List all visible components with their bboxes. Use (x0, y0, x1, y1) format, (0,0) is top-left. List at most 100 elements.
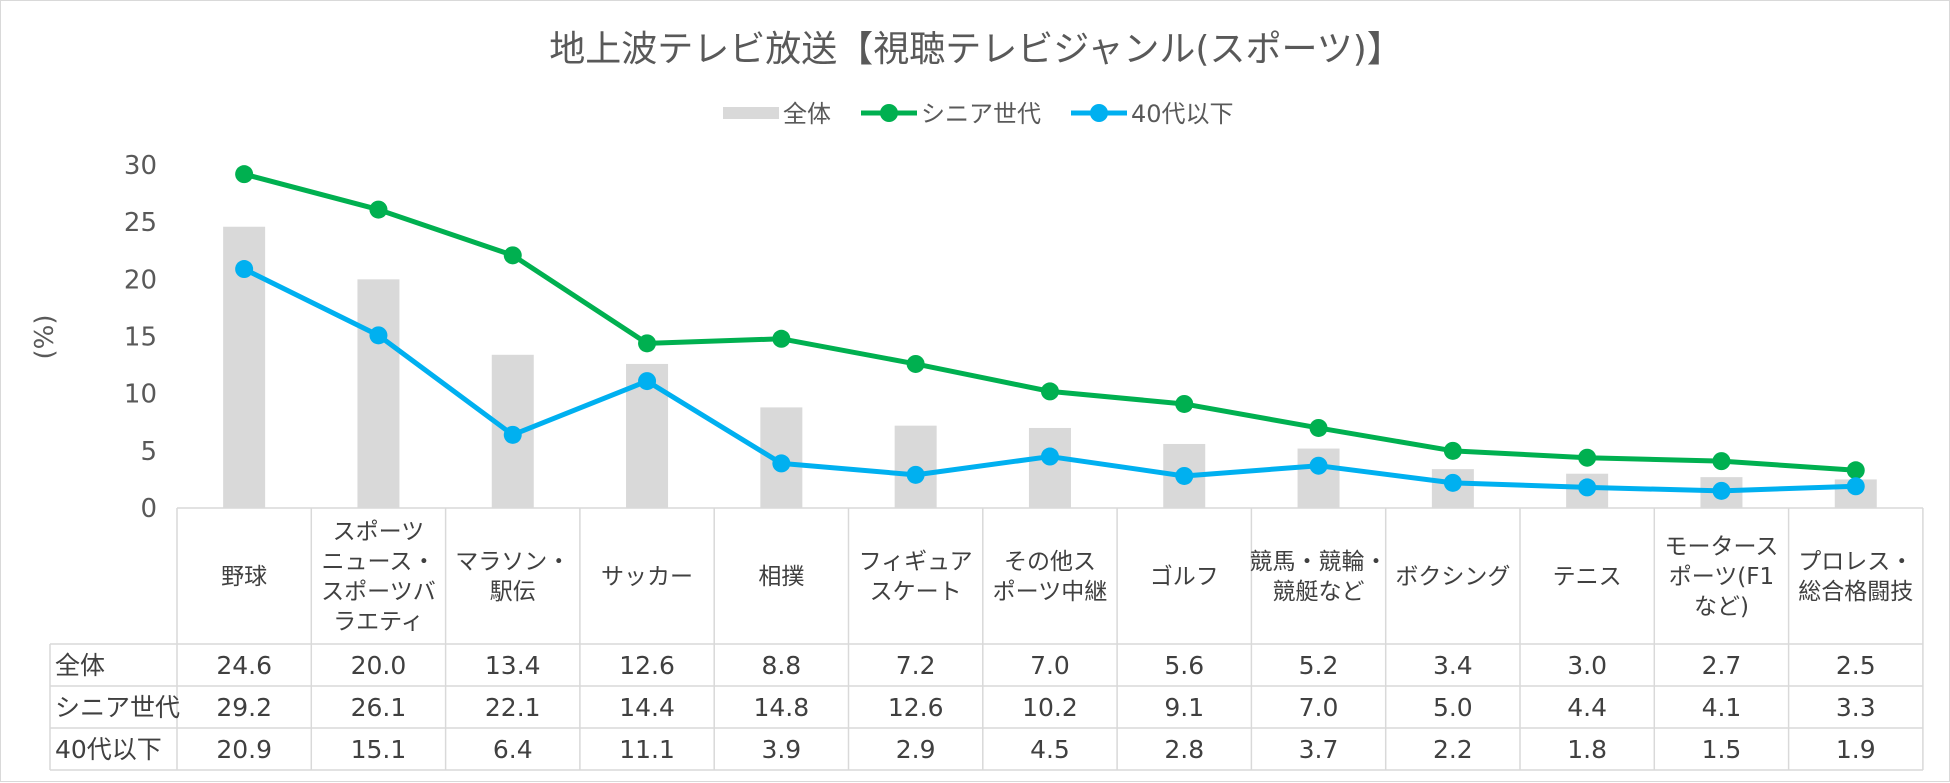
data-label: 20.0 (351, 651, 407, 680)
legend-label-0: 全体 (783, 100, 831, 128)
category-label: ポーツ(F1 (1669, 564, 1774, 590)
data-label: 22.1 (485, 693, 541, 722)
category-label: その他ス (1004, 549, 1096, 575)
data-label: 5.6 (1164, 651, 1204, 680)
y-tick-label: 25 (124, 208, 157, 238)
category-label: 駅伝 (490, 579, 536, 605)
category-label: 野球 (221, 564, 267, 590)
point-2-9 (1309, 456, 1328, 475)
data-label: 3.3 (1836, 693, 1876, 722)
category-label: プロレス・ (1798, 549, 1913, 575)
data-label: 2.9 (896, 735, 936, 764)
category-label: スケート (870, 579, 962, 605)
data-label: 12.6 (888, 693, 944, 722)
category-label: ボクシング (1395, 564, 1510, 590)
point-1-12 (1712, 452, 1731, 471)
data-label: 2.8 (1164, 735, 1204, 764)
data-label: 4.1 (1702, 693, 1742, 722)
legend-marker-2 (1090, 104, 1108, 122)
data-label: 12.6 (619, 651, 675, 680)
legend-label-2: 40代以下 (1131, 100, 1234, 128)
data-label: 6.4 (493, 735, 533, 764)
data-label: 9.1 (1164, 693, 1204, 722)
data-label: 4.5 (1030, 735, 1070, 764)
y-axis-label: (%) (30, 315, 60, 360)
category-label: テニス (1553, 564, 1622, 590)
point-1-10 (1443, 441, 1462, 460)
data-label: 1.8 (1567, 735, 1607, 764)
bar-7 (1028, 427, 1071, 508)
category-label: ラエティ (333, 609, 424, 635)
point-1-8 (1175, 394, 1194, 413)
data-label: 20.9 (216, 735, 272, 764)
data-label: 1.9 (1836, 735, 1876, 764)
category-label: ポーツ中継 (993, 579, 1108, 605)
point-1-6 (906, 354, 925, 373)
category-label: モータース (1665, 534, 1779, 560)
point-2-4 (638, 372, 657, 391)
data-label: 13.4 (485, 651, 541, 680)
data-label: 14.8 (754, 693, 810, 722)
category-label: 総合格闘技 (1798, 579, 1913, 605)
point-1-3 (503, 246, 522, 265)
point-1-13 (1846, 461, 1865, 480)
y-tick-label: 10 (124, 380, 157, 410)
category-label: 相撲 (758, 564, 804, 590)
data-label: 29.2 (216, 693, 272, 722)
category-label: ゴルフ (1150, 564, 1219, 590)
data-label: 11.1 (619, 735, 675, 764)
category-label: 競馬・競輪・ (1250, 549, 1388, 575)
data-label: 7.0 (1299, 693, 1339, 722)
point-2-1 (235, 260, 254, 279)
point-2-3 (503, 425, 522, 444)
point-2-8 (1175, 466, 1194, 485)
point-1-11 (1578, 448, 1597, 467)
y-tick-label: 30 (124, 151, 157, 181)
table-row-header-1: 全体 (55, 651, 105, 680)
category-label: スポーツ (333, 519, 425, 545)
y-tick-label: 5 (140, 437, 157, 467)
category-label: スポーツバ (321, 579, 436, 605)
point-2-7 (1040, 447, 1059, 466)
category-label: など) (1694, 594, 1749, 620)
data-label: 7.2 (896, 651, 936, 680)
category-label: サッカー (601, 564, 693, 590)
data-label: 15.1 (351, 735, 407, 764)
data-label: 3.9 (761, 735, 801, 764)
legend-swatch-0 (723, 107, 779, 119)
point-2-13 (1846, 477, 1865, 496)
y-tick-label: 20 (124, 265, 157, 295)
y-tick-label: 0 (140, 494, 157, 524)
point-2-11 (1578, 478, 1597, 497)
point-1-5 (772, 329, 791, 348)
point-2-2 (369, 326, 388, 345)
y-tick-label: 15 (124, 323, 157, 353)
point-1-4 (638, 334, 657, 353)
point-1-2 (369, 200, 388, 219)
legend-label-1: シニア世代 (921, 100, 1041, 128)
legend-marker-1 (880, 104, 898, 122)
category-label: 競艇など (1273, 579, 1365, 605)
data-label: 26.1 (351, 693, 407, 722)
series-line-1 (243, 171, 1856, 473)
point-1-9 (1309, 418, 1328, 437)
chart-title: 地上波テレビ放送【視聴テレビジャンル(スポーツ)】 (549, 29, 1403, 70)
point-1-1 (235, 165, 254, 184)
data-label: 1.5 (1702, 735, 1742, 764)
data-label: 8.8 (761, 651, 801, 680)
data-label: 10.2 (1022, 693, 1078, 722)
data-label: 14.4 (619, 693, 675, 722)
category-label: ニュース・ (322, 549, 436, 575)
point-2-10 (1443, 473, 1462, 492)
point-2-5 (772, 454, 791, 473)
data-label: 7.0 (1030, 651, 1070, 680)
point-2-6 (906, 465, 925, 484)
point-1-7 (1040, 382, 1059, 401)
data-label: 3.7 (1299, 735, 1339, 764)
data-label: 3.4 (1433, 651, 1473, 680)
data-label: 4.4 (1567, 693, 1607, 722)
data-label: 5.2 (1299, 651, 1339, 680)
data-label: 5.0 (1433, 693, 1473, 722)
